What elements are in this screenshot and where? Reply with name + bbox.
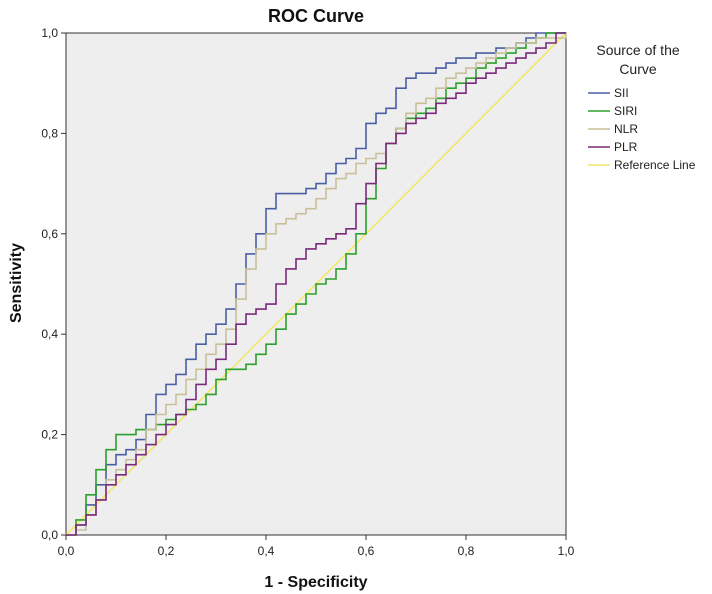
y-tick-label: 1,0: [41, 26, 58, 40]
x-tick-label: 0,4: [258, 544, 275, 558]
legend-label: SIRI: [614, 104, 637, 118]
x-tick-label: 0,8: [458, 544, 475, 558]
x-tick-label: 1,0: [558, 544, 575, 558]
x-axis-label: 1 - Specificity: [264, 574, 367, 591]
legend-items: SII SIRI NLR PLR Reference Line: [588, 86, 696, 172]
y-tick-label: 0,4: [41, 327, 58, 341]
legend-label: PLR: [614, 140, 638, 154]
legend-item-siri: SIRI: [588, 104, 637, 118]
y-tick-label: 0,0: [41, 528, 58, 542]
y-tick-label: 0,6: [41, 227, 58, 241]
chart-title: ROC Curve: [268, 6, 364, 26]
legend-item-plr: PLR: [588, 140, 638, 154]
legend-title-line1: Source of the: [596, 42, 679, 58]
series-line-plr: [66, 32, 566, 536]
series-layer: [65, 32, 567, 536]
x-tick-label: 0,6: [358, 544, 375, 558]
ticks-layer: 0,0 0,2 0,4 0,6 0,8 1,0 0,0 0,2 0,4 0,6 0,8 1,0: [41, 26, 574, 558]
legend-label: SII: [614, 86, 629, 100]
legend: Source of the Curve SII SIRI NLR PLR Referen…: [588, 42, 696, 172]
legend-item-reference-line: Reference Line: [588, 158, 696, 172]
series-line-sii: [66, 32, 566, 536]
x-tick-label: 0,0: [58, 544, 75, 558]
legend-item-sii: SII: [588, 86, 629, 100]
legend-title-line2: Curve: [619, 61, 657, 77]
y-tick-label: 0,8: [41, 126, 58, 140]
y-axis-label: Sensitivity: [8, 243, 25, 323]
y-tick-label: 0,2: [41, 428, 58, 442]
legend-label: NLR: [614, 122, 638, 136]
x-tick-label: 0,2: [158, 544, 175, 558]
legend-item-nlr: NLR: [588, 122, 638, 136]
legend-label: Reference Line: [614, 158, 696, 172]
series-line-nlr: [66, 33, 567, 536]
